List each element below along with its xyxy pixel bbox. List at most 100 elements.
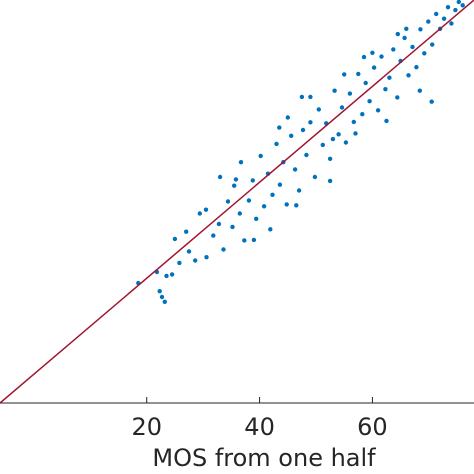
data-point [360, 112, 365, 117]
data-point [186, 249, 192, 254]
data-point [308, 120, 313, 125]
data-point [277, 125, 282, 130]
data-point [320, 142, 325, 148]
data-point [162, 299, 167, 304]
data-point [157, 289, 162, 294]
data-point [441, 16, 447, 21]
data-point [426, 19, 431, 24]
data-point [445, 5, 451, 10]
data-point [316, 107, 321, 112]
data-point [330, 136, 336, 142]
data-point [453, 7, 458, 13]
data-point [292, 167, 298, 172]
data-point [430, 42, 435, 47]
data-point [379, 54, 384, 59]
x-tick-label: 60 [357, 413, 388, 441]
data-point [296, 188, 302, 193]
data-point [387, 75, 392, 80]
data-point [327, 156, 333, 161]
data-point [353, 131, 358, 136]
data-point [193, 258, 198, 263]
x-axis-label: MOS from one half [152, 444, 376, 472]
data-point [402, 35, 407, 41]
data-point [356, 71, 361, 77]
data-point [277, 182, 283, 187]
data-point [363, 80, 368, 86]
data-point [383, 87, 388, 92]
scatter-points [136, 0, 465, 304]
data-point [404, 26, 409, 31]
data-point [230, 224, 235, 230]
data-point [370, 50, 375, 55]
data-point [169, 272, 175, 277]
x-tick-label: 20 [131, 413, 162, 441]
data-point [177, 260, 182, 266]
data-point [294, 203, 299, 208]
data-point [395, 95, 400, 100]
data-point [434, 11, 439, 17]
data-point [414, 65, 419, 70]
data-point [304, 152, 309, 158]
data-point [274, 141, 279, 147]
data-point [233, 177, 239, 182]
data-point [347, 91, 353, 96]
data-point [367, 99, 372, 104]
data-point [410, 44, 415, 50]
data-point [251, 237, 257, 243]
data-point [289, 133, 294, 138]
data-point [242, 238, 247, 243]
data-point [184, 229, 189, 234]
data-point [159, 294, 165, 300]
data-point [217, 174, 223, 180]
data-point [164, 273, 169, 279]
data-point [384, 118, 389, 124]
data-point [375, 108, 381, 113]
data-point [238, 160, 244, 165]
data-point [211, 233, 216, 238]
data-point [343, 140, 349, 145]
data-point [312, 174, 318, 180]
data-point [406, 73, 411, 78]
data-point [299, 94, 305, 100]
data-point [460, 3, 465, 8]
data-point [300, 127, 306, 133]
data-point [221, 247, 226, 252]
data-point [284, 202, 289, 207]
data-point [308, 94, 313, 100]
data-point [237, 211, 242, 216]
data-point [250, 178, 255, 183]
data-point [332, 88, 337, 93]
x-axis-ticks: 20 40 60 [131, 397, 388, 441]
data-point [429, 99, 434, 104]
data-point [254, 216, 259, 221]
data-point [197, 211, 202, 216]
data-point [268, 227, 273, 232]
data-point [456, 0, 461, 5]
data-point [371, 65, 377, 70]
data-point [339, 105, 345, 110]
data-point [172, 236, 178, 242]
data-point [342, 72, 347, 77]
data-point [361, 54, 367, 60]
data-point [232, 183, 237, 188]
data-point [204, 255, 209, 260]
x-tick-label: 40 [244, 413, 275, 441]
data-point [422, 51, 427, 56]
data-point [258, 153, 263, 159]
data-point [285, 115, 290, 120]
data-point [417, 88, 422, 93]
data-point [225, 199, 231, 204]
fit-line [0, 0, 474, 404]
data-point [418, 27, 423, 32]
data-point [203, 207, 209, 212]
data-point [351, 119, 356, 125]
data-point [261, 204, 267, 209]
data-point [336, 132, 341, 137]
data-point [216, 221, 222, 227]
data-point [391, 47, 396, 52]
data-point [270, 192, 275, 197]
data-point [246, 198, 252, 203]
data-point [327, 178, 333, 184]
data-point [395, 31, 400, 37]
